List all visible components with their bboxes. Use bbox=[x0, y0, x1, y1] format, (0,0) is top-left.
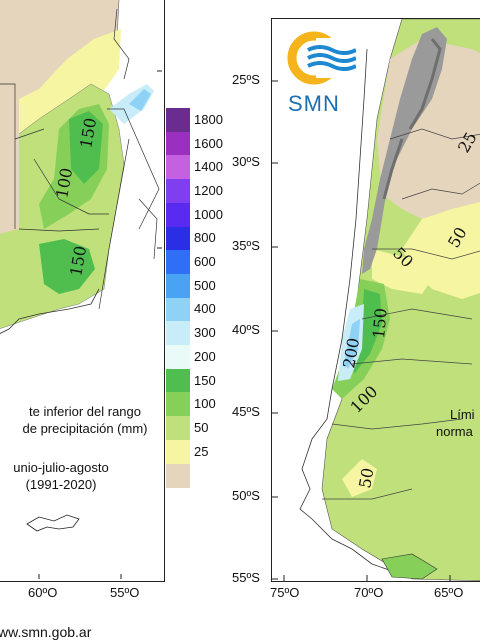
chile-coastline bbox=[299, 48, 393, 572]
legend-label: 500 bbox=[194, 277, 216, 293]
legend-label: 200 bbox=[194, 348, 216, 364]
legend-swatch bbox=[166, 179, 190, 204]
legend-swatch bbox=[166, 131, 190, 156]
lon-label: 70ºO bbox=[354, 585, 384, 600]
precip-150-south bbox=[39, 239, 95, 294]
legend-label: 100 bbox=[194, 396, 216, 412]
andes-relief bbox=[362, 27, 447, 274]
legend-swatch bbox=[166, 297, 190, 322]
precip-400 bbox=[344, 319, 360, 369]
legend-label: 50 bbox=[194, 419, 209, 435]
legend-label: 1000 bbox=[194, 206, 223, 222]
legend-swatch bbox=[166, 226, 190, 251]
legend-swatch bbox=[166, 392, 190, 417]
tierra-del-fuego bbox=[381, 553, 438, 580]
legend-swatch bbox=[166, 345, 190, 370]
lon-label: 60ºO bbox=[28, 585, 58, 600]
legend-swatch bbox=[166, 155, 190, 180]
right-note-line-2: norma bbox=[436, 424, 473, 439]
legend-label: 150 bbox=[194, 372, 216, 388]
legend-label: 1600 bbox=[194, 135, 223, 151]
smn-logo: SMN bbox=[286, 30, 357, 116]
left-map-frame: 150 100 150 bbox=[0, 0, 165, 582]
note-line-1: te inferior del rango bbox=[28, 404, 141, 419]
legend-swatch bbox=[166, 416, 190, 441]
smn-logo-icon bbox=[287, 31, 357, 85]
lat-label: 45ºS bbox=[232, 404, 260, 419]
left-coastline bbox=[0, 288, 100, 334]
precip-25-south bbox=[342, 459, 377, 497]
legend-label: 600 bbox=[194, 254, 216, 270]
right-note: Lími norma bbox=[436, 406, 480, 440]
right-map: 25 50 50 150 200 100 50 bbox=[272, 19, 480, 581]
left-note: te inferior del rango de precipitación (… bbox=[0, 403, 170, 437]
precip-25-center bbox=[372, 249, 432, 294]
lat-label: 35ºS bbox=[232, 238, 260, 253]
legend-label: 1800 bbox=[194, 111, 223, 127]
precip-400 bbox=[129, 89, 151, 111]
legend-swatch bbox=[166, 463, 190, 488]
precip-desert bbox=[377, 39, 480, 219]
note-line-2: de precipitación (mm) bbox=[22, 421, 148, 436]
legend-swatch bbox=[166, 321, 190, 346]
legend-swatch bbox=[166, 439, 190, 464]
period-note: unio-julio-agosto (1991-2020) bbox=[0, 459, 122, 493]
lon-label: 75ºO bbox=[270, 585, 300, 600]
legend-swatch bbox=[166, 250, 190, 275]
legend-swatch bbox=[166, 108, 190, 133]
left-map: 150 100 150 bbox=[0, 0, 162, 579]
legend-label: 400 bbox=[194, 301, 216, 317]
right-note-line-1: Lími bbox=[450, 407, 475, 422]
lat-label: 55ºS bbox=[232, 570, 260, 585]
lat-label: 50ºS bbox=[232, 488, 260, 503]
legend-label: 1200 bbox=[194, 182, 223, 198]
land-desert-west bbox=[0, 59, 19, 234]
lon-label: 65ºO bbox=[434, 585, 464, 600]
smn-logo-text: SMN bbox=[288, 91, 340, 116]
lat-label: 40ºS bbox=[232, 322, 260, 337]
legend-label: 300 bbox=[194, 325, 216, 341]
legend-swatch bbox=[166, 273, 190, 299]
lat-label: 25ºS bbox=[232, 72, 260, 87]
footer-url[interactable]: ww.smn.gob.ar bbox=[0, 624, 92, 640]
lat-label: 30ºS bbox=[232, 154, 260, 169]
contour-label: 50 bbox=[355, 466, 377, 489]
legend-label: 800 bbox=[194, 230, 216, 246]
malvinas-islands bbox=[26, 514, 80, 532]
contour-label: 150 bbox=[369, 307, 391, 339]
legend-swatch bbox=[166, 368, 190, 393]
right-map-frame: 25 50 50 150 200 100 50 bbox=[271, 18, 480, 582]
lon-label: 55ºO bbox=[110, 585, 140, 600]
legend-label: 25 bbox=[194, 443, 209, 459]
period-line-1: unio-julio-agosto bbox=[13, 460, 109, 475]
precip-150-north bbox=[69, 111, 103, 184]
period-line-2: (1991-2020) bbox=[25, 477, 97, 492]
legend-label: 1400 bbox=[194, 159, 223, 175]
legend-swatch bbox=[166, 202, 190, 227]
